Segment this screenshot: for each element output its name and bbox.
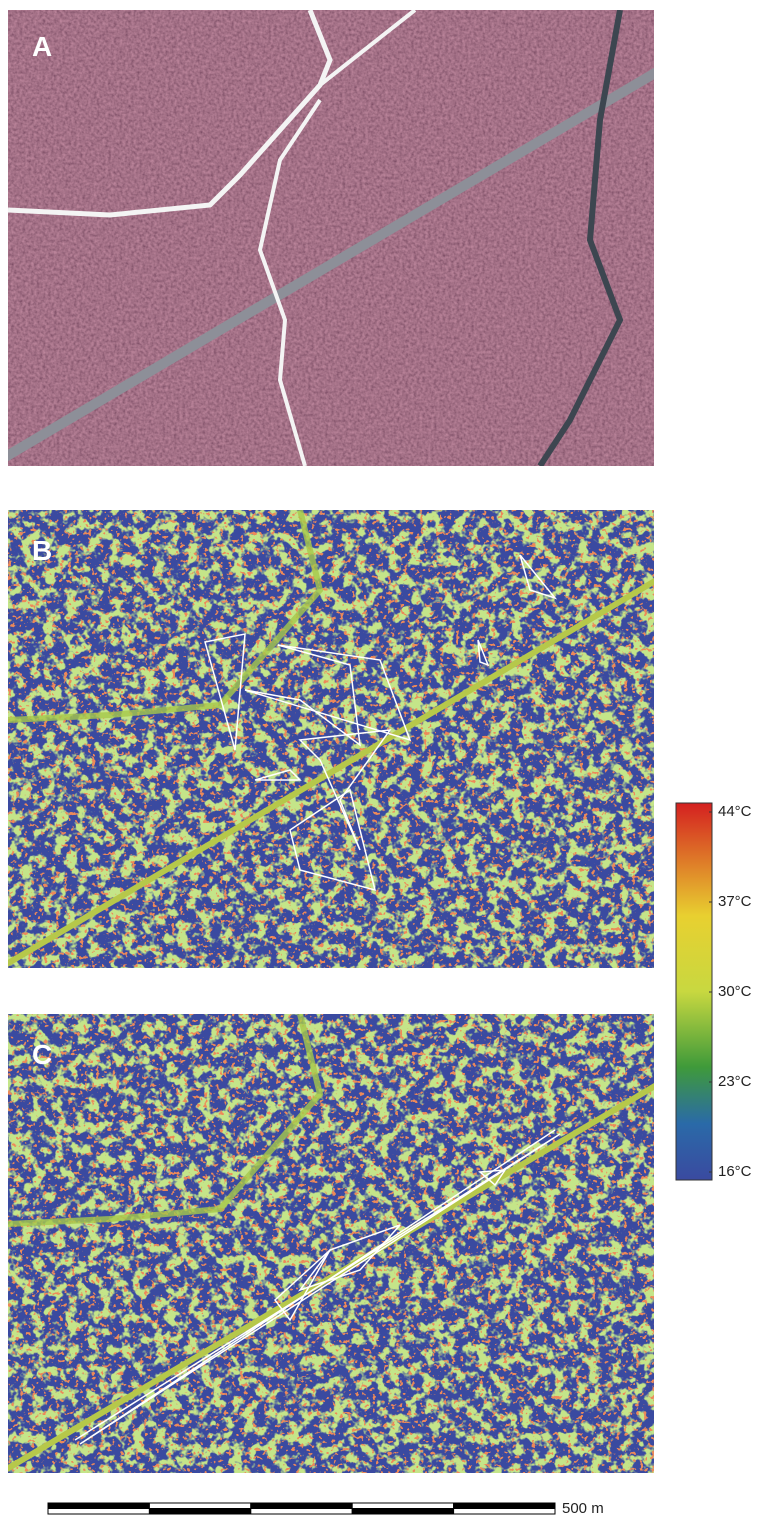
figure: 44°C 37°C 30°C 23°C 16°C 500 m A B C <box>0 0 762 1518</box>
colorbar <box>676 803 712 1180</box>
panel-label: C <box>32 1039 52 1070</box>
colorbar-label: 44°C <box>718 803 752 820</box>
colorbar-label: 37°C <box>718 893 752 910</box>
panel-b <box>0 510 660 968</box>
panel-c <box>0 1014 660 1473</box>
scale-segment <box>454 1509 555 1515</box>
colorbar-labels: 44°C 37°C 30°C 23°C 16°C <box>709 803 752 1180</box>
colorbar-label: 30°C <box>718 983 752 1000</box>
scale-segment <box>149 1503 250 1509</box>
scale-segment <box>352 1509 453 1515</box>
panel-a <box>0 10 660 466</box>
scale-segment <box>48 1503 149 1509</box>
scale-segment <box>251 1509 352 1515</box>
scale-segment <box>251 1503 352 1509</box>
panel-label: B <box>32 535 52 566</box>
colorbar-label: 16°C <box>718 1163 752 1180</box>
scale-segment <box>454 1503 555 1509</box>
scale-segment <box>149 1509 250 1515</box>
scale-segment <box>352 1503 453 1509</box>
scale-segment <box>48 1509 149 1515</box>
thermal-hot <box>8 510 654 968</box>
scale-bar <box>48 1503 555 1514</box>
thermal-hot <box>8 1014 654 1473</box>
colorbar-label: 23°C <box>718 1073 752 1090</box>
scale-label: 500 m <box>562 1500 604 1517</box>
panel-label: A <box>32 31 52 62</box>
